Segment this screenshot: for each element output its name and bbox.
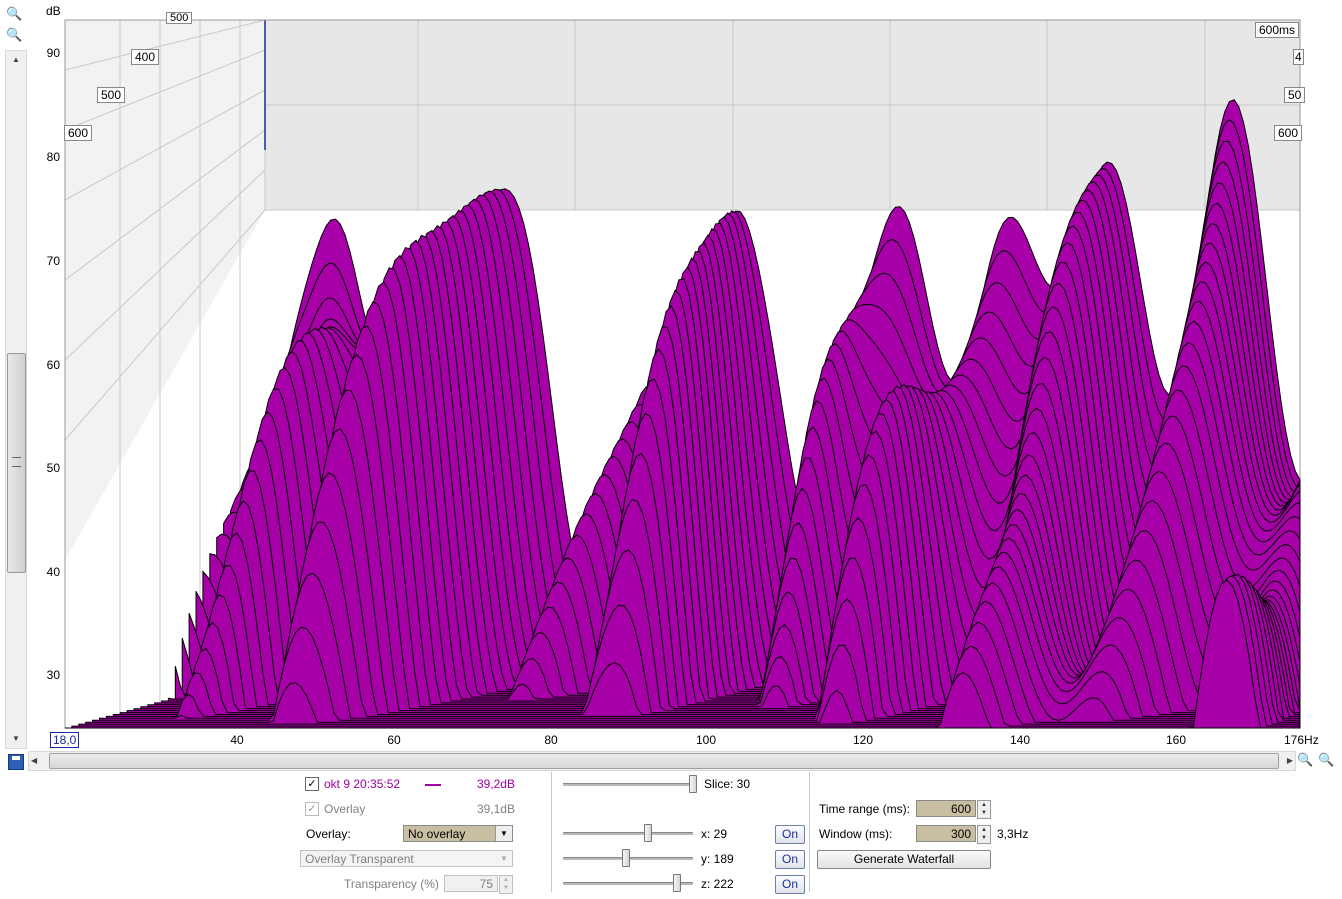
- time-label: 600: [1274, 125, 1303, 141]
- plot-back-wall: [265, 20, 1300, 210]
- y-on-button[interactable]: On: [775, 850, 805, 869]
- measurement-value: 39,2dB: [476, 777, 515, 791]
- x-slider-thumb[interactable]: [644, 824, 652, 842]
- dropdown-arrow-icon: ▼: [500, 854, 508, 863]
- y-tick-label: 50: [46, 461, 60, 475]
- overlay-mode-select[interactable]: Overlay Transparent ▼: [300, 850, 513, 867]
- slice-label: Slice: 30: [704, 777, 751, 791]
- slice-slider-thumb[interactable]: [689, 775, 697, 793]
- y-tick-label: 30: [46, 668, 60, 682]
- z-on-button[interactable]: On: [775, 875, 805, 894]
- x-end-label: 176Hz: [1284, 733, 1319, 747]
- time-range-value: 600: [950, 802, 971, 816]
- x-slider-track[interactable]: [563, 832, 693, 835]
- zoom-out-horizontal-icon[interactable]: 🔍: [1318, 752, 1335, 767]
- plot-side-wall: [65, 20, 265, 560]
- vertical-scrollbar[interactable]: ▲ ▼: [5, 50, 27, 749]
- dropdown-arrow-icon: ▼: [495, 826, 512, 841]
- time-label: 600: [64, 125, 93, 141]
- zoom-in-vertical-icon[interactable]: 🔍: [6, 6, 23, 21]
- waterfall-slice: [78, 574, 1301, 729]
- time-range-input[interactable]: 600: [916, 800, 976, 817]
- x-tick-label: 100: [695, 733, 717, 747]
- overlay-mode-value: Overlay Transparent: [305, 852, 414, 866]
- horizontal-scroll-thumb[interactable]: [49, 753, 1279, 769]
- scroll-right-arrow-icon[interactable]: ▶: [1286, 756, 1293, 765]
- waterfall-slice: [71, 574, 1301, 729]
- time-range-label: Time range (ms):: [819, 802, 910, 816]
- overlay-select-value: No overlay: [408, 827, 466, 841]
- x-start-label[interactable]: 18,0: [50, 732, 80, 748]
- x-tick-label: 120: [852, 733, 874, 747]
- overlay-checkbox[interactable]: ✓: [305, 802, 319, 816]
- panel-divider: [809, 772, 810, 892]
- zoom-in-horizontal-icon[interactable]: 🔍: [1297, 752, 1314, 767]
- time-label: 4: [1293, 49, 1304, 65]
- z-slider-thumb[interactable]: [673, 874, 681, 892]
- x-tick-label: 140: [1009, 733, 1031, 747]
- y-tick-label: 80: [46, 150, 60, 164]
- horizontal-scrollbar[interactable]: ◀ ▶: [28, 751, 1296, 771]
- y-slider-thumb[interactable]: [622, 849, 630, 867]
- overlay-label: Overlay: [324, 802, 366, 816]
- x-rotation-label: x: 29: [701, 827, 728, 841]
- zoom-out-vertical-icon[interactable]: 🔍: [6, 27, 23, 42]
- window-spinner[interactable]: ▲ ▼: [977, 825, 991, 844]
- time-label: 500: [166, 12, 193, 24]
- x-tick-label: 80: [544, 733, 558, 747]
- x-tick-label: 60: [387, 733, 401, 747]
- generate-waterfall-button[interactable]: Generate Waterfall: [817, 850, 991, 869]
- scroll-down-arrow-icon[interactable]: ▼: [12, 734, 20, 743]
- y-tick-label: 60: [46, 358, 60, 372]
- waterfall-slices: [65, 99, 1301, 729]
- window-input[interactable]: 300: [916, 825, 976, 842]
- save-icon[interactable]: [8, 754, 24, 770]
- window-label: Window (ms):: [819, 827, 893, 841]
- overlay-select[interactable]: No overlay ▼: [403, 825, 513, 842]
- transparency-spinner[interactable]: ▲ ▼: [499, 875, 513, 894]
- x-tick-label: 40: [230, 733, 244, 747]
- time-label: 400: [131, 49, 160, 65]
- grip-icon: [12, 457, 21, 467]
- y-tick-label: 40: [46, 565, 60, 579]
- panel-divider: [551, 772, 552, 892]
- transparency-label: Transparency (%): [344, 877, 439, 891]
- overlay-value: 39,1dB: [476, 802, 515, 816]
- time-range-spinner[interactable]: ▲ ▼: [977, 800, 991, 819]
- transparency-value: 75: [479, 877, 493, 891]
- x-tick-label: 160: [1165, 733, 1187, 747]
- waterfall-plot[interactable]: [0, 0, 1342, 760]
- y-rotation-label: y: 189: [701, 852, 734, 866]
- z-slider-track[interactable]: [563, 882, 693, 885]
- y-tick-label: 70: [46, 254, 60, 268]
- measurement-name: okt 9 20:35:52: [324, 777, 401, 791]
- window-value: 300: [950, 827, 971, 841]
- measurement-color-swatch: [425, 784, 441, 786]
- time-label: 500: [97, 87, 126, 103]
- y-unit-label: dB: [46, 4, 61, 18]
- x-on-button[interactable]: On: [775, 825, 805, 844]
- z-rotation-label: z: 222: [701, 877, 734, 891]
- y-tick-label: 90: [46, 46, 60, 60]
- overlay-select-label: Overlay:: [306, 827, 351, 841]
- scroll-up-arrow-icon[interactable]: ▲: [12, 55, 20, 64]
- vertical-scroll-thumb[interactable]: [7, 353, 26, 573]
- time-label: 50: [1284, 87, 1306, 103]
- scroll-left-arrow-icon[interactable]: ◀: [31, 756, 38, 765]
- time-label: 600ms: [1255, 22, 1300, 38]
- slice-slider-track[interactable]: [563, 783, 693, 786]
- measurement-checkbox[interactable]: ✓: [305, 777, 319, 791]
- window-resolution: 3,3Hz: [997, 827, 1029, 841]
- transparency-input[interactable]: 75: [444, 875, 498, 892]
